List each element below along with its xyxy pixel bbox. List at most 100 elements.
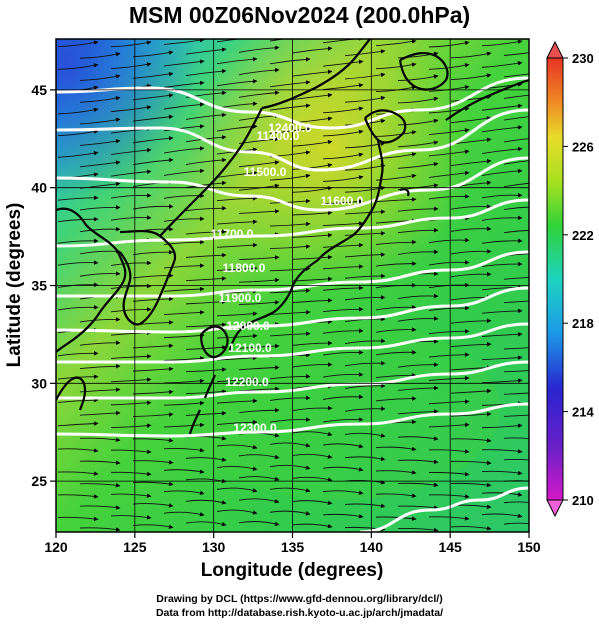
streamline-arrow [344, 273, 386, 279]
streamline-arrow [57, 63, 99, 70]
streamline-arrow [397, 527, 439, 532]
streamline-arrow [291, 405, 333, 412]
streamline-arrow [344, 141, 386, 149]
streamline-arrow [428, 305, 470, 312]
streamline-arrow [428, 170, 470, 178]
streamline-arrow [238, 67, 280, 76]
streamline-arrow [322, 417, 364, 423]
streamline-arrow [450, 342, 492, 348]
streamline-arrow [79, 410, 121, 416]
streamline-arrow [216, 509, 258, 515]
streamline-arrow [322, 199, 364, 205]
streamline-arrow [163, 447, 205, 453]
streamline-arrow [110, 471, 152, 477]
streamline-arrow [269, 103, 311, 111]
colorbar-tick-label: 214 [572, 405, 594, 420]
streamline-arrow [163, 286, 205, 292]
streamline-arrow [375, 516, 417, 521]
streamline-arrow [397, 227, 439, 234]
streamline-arrow [269, 80, 311, 88]
streamline-arrow [269, 464, 311, 470]
contour-label: 12300.0 [233, 421, 277, 435]
streamline-arrow [238, 498, 280, 504]
streamline-arrow [110, 354, 152, 359]
streamline-arrow [216, 465, 258, 471]
streamline-arrow [291, 233, 333, 238]
y-tick-label: 45 [31, 82, 47, 98]
streamline-arrow [185, 457, 227, 462]
streamline-arrow [397, 140, 439, 148]
streamline-arrow [428, 399, 470, 405]
streamline-arrow [110, 105, 152, 113]
streamline-arrow [322, 175, 364, 182]
streamline-arrow [163, 356, 205, 361]
streamline-arrow [163, 239, 205, 246]
streamline-arrow [238, 476, 280, 482]
streamline-arrow [79, 139, 121, 146]
streamline-arrow [57, 129, 99, 137]
streamline-arrow [397, 459, 439, 465]
streamline-arrow [185, 411, 227, 416]
contour-label: 11800.0 [223, 261, 266, 275]
streamline-arrow [322, 264, 364, 270]
streamline-arrow [132, 524, 174, 529]
streamline-arrow [110, 215, 152, 221]
streamline-arrow [269, 198, 311, 204]
credit-data: Data from http://database.rish.kyoto-u.a… [155, 607, 444, 619]
coastline [398, 51, 449, 91]
streamline-arrow [57, 471, 99, 476]
wind-streamlines [57, 39, 529, 532]
streamline-arrow [216, 266, 258, 271]
streamline-arrow [503, 160, 529, 165]
streamline-arrow [481, 513, 523, 519]
streamline-arrow [185, 206, 227, 212]
plot-area: 11400.0 11500.0 11600.0 11700.0 11800.0 11900… [56, 39, 529, 532]
streamline-arrow [110, 423, 152, 429]
streamline-arrow [375, 396, 417, 402]
streamline-arrow [163, 469, 205, 474]
streamline-arrow [238, 407, 280, 414]
streamline-arrow [375, 39, 417, 47]
streamline-arrow [375, 373, 417, 379]
x-tick-label: 130 [202, 539, 226, 555]
streamline-arrow [216, 79, 258, 87]
y-axis-label: Latitude (degrees) [4, 203, 25, 368]
coastline [119, 229, 177, 326]
streamline-arrow [481, 168, 523, 176]
streamline-arrow [238, 386, 280, 392]
streamline-arrow [163, 80, 205, 88]
streamline-arrow [428, 194, 470, 200]
streamline-arrow [291, 255, 333, 260]
x-axis-label: Longitude (degrees) [201, 560, 384, 581]
streamline-arrow [503, 392, 529, 395]
streamline-arrow [428, 494, 470, 499]
streamline-arrow [163, 378, 205, 384]
streamline-arrow [428, 237, 470, 244]
streamline-arrow [503, 437, 529, 439]
streamline-arrow [450, 158, 492, 167]
streamline-arrow [57, 305, 99, 311]
streamline-arrow [57, 397, 99, 403]
streamline-arrow [185, 180, 227, 188]
y-tick-label: 35 [31, 278, 47, 294]
streamline-arrow [481, 103, 523, 111]
streamline-arrow [428, 449, 470, 454]
contour-line [56, 156, 529, 212]
streamline-arrow [216, 377, 258, 383]
streamline-arrow [481, 308, 523, 314]
streamline-arrow [269, 126, 311, 134]
streamline-arrow [322, 242, 364, 248]
streamline-arrow [132, 503, 174, 508]
streamline-arrow [185, 112, 227, 120]
streamline-arrow [216, 333, 258, 339]
streamline-arrow [79, 52, 121, 59]
streamline-arrow [291, 210, 333, 216]
x-tick-label: 145 [438, 539, 462, 555]
streamline-arrow [238, 521, 280, 526]
coastline [363, 109, 407, 144]
streamline-arrow [57, 195, 99, 201]
streamline-arrow [344, 95, 386, 103]
streamline-arrow [291, 139, 333, 147]
streamline-arrow [322, 83, 364, 90]
streamline-arrow [132, 157, 174, 166]
